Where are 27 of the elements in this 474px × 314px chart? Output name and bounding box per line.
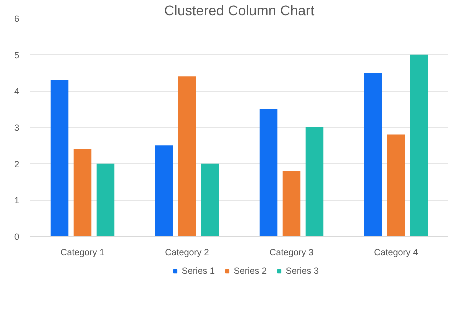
y-tick-label: 2 [14,159,20,170]
bar [364,73,382,236]
bar [74,149,92,236]
x-tick-label: Category 4 [374,248,418,258]
bar [201,164,220,236]
y-tick-label: 0 [14,232,20,242]
legend-label: Series 3 [286,266,320,276]
y-tick-label: 3 [14,123,20,133]
legend-label: Series 2 [234,266,268,276]
bar [50,80,69,236]
bar [96,164,115,236]
bar [387,134,406,236]
legend-label: Series 1 [182,266,215,276]
x-tick-label: Category 3 [270,248,314,258]
bar [410,54,428,236]
chart-title: Clustered Column Chart [164,2,315,18]
x-tick-label: Category 1 [60,248,105,258]
y-tick-label: 6 [14,14,20,24]
y-tick-label: 1 [14,196,20,206]
bar [178,76,196,236]
x-tick-label: Category 2 [165,248,210,258]
y-tick-label: 4 [14,86,20,97]
bar [155,146,174,236]
y-tick-label: 5 [14,50,20,60]
bar [282,171,301,236]
bar [306,128,324,236]
bar [260,109,278,236]
